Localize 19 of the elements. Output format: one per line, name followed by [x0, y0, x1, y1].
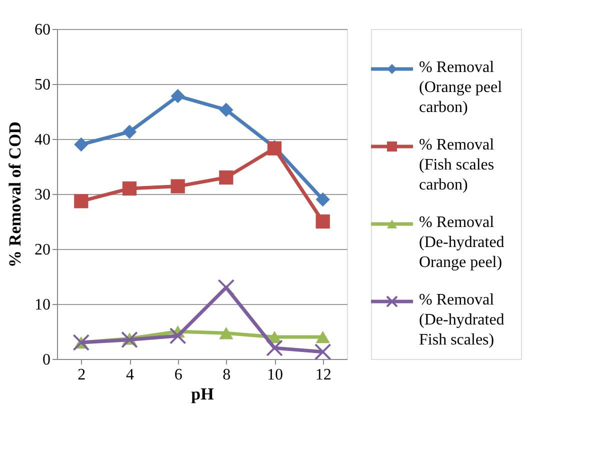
legend-label: % Removal (De-hydrated Fish scales): [419, 292, 504, 348]
x-axis-title: pH: [191, 384, 214, 404]
x-tick-label: 8: [222, 366, 231, 384]
x-tick-label: 10: [267, 366, 283, 384]
y-tick-label: 0: [42, 352, 50, 368]
y-axis-title: % Removal of COD: [6, 122, 24, 268]
y-tick-label: 10: [34, 296, 50, 314]
legend-label: % Removal (De-hydrated Orange peel): [419, 214, 504, 271]
y-tick-label: 60: [34, 22, 50, 38]
legend-label: % Removal (Orange peel carbon): [419, 59, 503, 116]
y-tick-label: 30: [34, 186, 50, 204]
x-tick-label: 4: [126, 366, 134, 384]
y-tick-label: 50: [34, 76, 50, 94]
x-tick-label: 2: [78, 366, 86, 384]
y-tick-label: 20: [34, 242, 50, 258]
y-tick-label: 40: [34, 132, 50, 148]
x-tick-label: 12: [315, 366, 332, 384]
x-tick-label: 6: [174, 366, 182, 384]
legend-label: % Removal (Fish scales carbon): [419, 136, 495, 194]
